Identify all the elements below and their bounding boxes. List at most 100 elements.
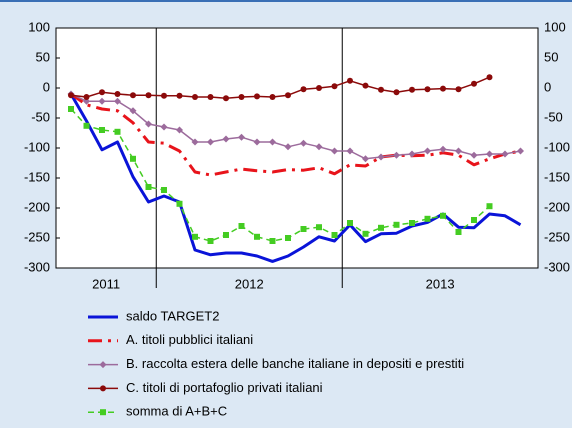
point bbox=[331, 83, 338, 90]
point bbox=[238, 223, 245, 229]
y2-tick-label: 0 bbox=[544, 79, 551, 94]
y-tick-label: -150 bbox=[24, 169, 50, 184]
legend-marker bbox=[99, 361, 107, 369]
y-tick-label: -50 bbox=[31, 109, 50, 124]
point bbox=[424, 86, 431, 93]
point bbox=[315, 143, 323, 151]
point bbox=[176, 126, 183, 134]
point bbox=[378, 86, 384, 93]
point bbox=[130, 92, 136, 99]
y2-tick-label: 100 bbox=[544, 19, 566, 34]
point bbox=[192, 94, 198, 100]
y2-tick-label: -150 bbox=[544, 169, 570, 184]
point bbox=[347, 77, 353, 84]
point bbox=[269, 138, 276, 146]
point bbox=[409, 220, 415, 226]
point bbox=[300, 226, 307, 232]
point bbox=[269, 238, 276, 244]
point bbox=[254, 233, 260, 240]
point bbox=[145, 184, 152, 190]
point bbox=[300, 139, 307, 147]
point bbox=[222, 135, 230, 143]
y-tick-label: -100 bbox=[24, 139, 50, 154]
point bbox=[83, 94, 90, 100]
point bbox=[285, 235, 291, 241]
point bbox=[455, 86, 462, 93]
y-tick-label: -300 bbox=[24, 259, 50, 274]
point bbox=[99, 89, 105, 96]
point bbox=[98, 97, 106, 105]
point bbox=[362, 155, 369, 163]
point bbox=[207, 238, 214, 244]
point bbox=[161, 187, 167, 193]
point bbox=[440, 85, 446, 92]
point bbox=[347, 220, 353, 226]
point bbox=[254, 93, 260, 100]
y-tick-label: -250 bbox=[24, 229, 50, 244]
legend-label: B. raccolta estera delle banche italiane… bbox=[126, 356, 464, 371]
point bbox=[409, 86, 415, 93]
point bbox=[300, 86, 307, 93]
point bbox=[378, 224, 384, 231]
point bbox=[440, 212, 446, 219]
y2-tick-label: -50 bbox=[544, 109, 563, 124]
point bbox=[471, 80, 477, 87]
point bbox=[331, 232, 338, 238]
point bbox=[114, 97, 121, 105]
point bbox=[145, 92, 152, 99]
legend-label: C. titoli di portafoglio privati italian… bbox=[126, 380, 323, 395]
y-tick-label: 100 bbox=[28, 19, 50, 34]
point bbox=[439, 145, 447, 153]
point bbox=[83, 97, 90, 105]
legend-label: somma di A+B+C bbox=[126, 404, 227, 419]
point bbox=[253, 138, 261, 146]
legend-marker bbox=[100, 409, 106, 416]
point bbox=[471, 217, 477, 223]
x-band-label: 2011 bbox=[92, 276, 120, 291]
point bbox=[207, 94, 214, 100]
point bbox=[362, 230, 369, 237]
point bbox=[238, 94, 245, 100]
point bbox=[176, 92, 183, 99]
point bbox=[455, 229, 462, 235]
point bbox=[316, 224, 322, 231]
point bbox=[393, 221, 400, 228]
point bbox=[160, 123, 168, 131]
point bbox=[285, 92, 291, 99]
point bbox=[129, 107, 137, 115]
y2-tick-label: -200 bbox=[544, 199, 570, 214]
legend-label: saldo TARGET2 bbox=[126, 308, 219, 323]
point bbox=[284, 143, 292, 151]
point bbox=[238, 133, 245, 141]
point bbox=[68, 92, 74, 99]
point bbox=[191, 138, 199, 146]
point bbox=[470, 151, 478, 159]
y-tick-label: -200 bbox=[24, 199, 50, 214]
legend-label: A. titoli pubblici italiani bbox=[126, 332, 253, 347]
point bbox=[362, 82, 369, 89]
y2-tick-label: -250 bbox=[544, 229, 570, 244]
legend-marker bbox=[100, 385, 106, 392]
point bbox=[114, 128, 121, 135]
point bbox=[424, 147, 431, 155]
point bbox=[223, 232, 229, 238]
point bbox=[223, 95, 229, 102]
point bbox=[486, 203, 493, 210]
point bbox=[68, 106, 74, 112]
point bbox=[130, 155, 136, 162]
y2-tick-label: -100 bbox=[544, 139, 570, 154]
point bbox=[331, 147, 338, 155]
point bbox=[192, 233, 198, 240]
series-line bbox=[70, 76, 490, 99]
point bbox=[424, 215, 431, 222]
y2-tick-label: -300 bbox=[544, 259, 570, 274]
point bbox=[316, 85, 322, 91]
point bbox=[269, 94, 276, 100]
point bbox=[145, 120, 152, 128]
point bbox=[161, 92, 167, 99]
point bbox=[114, 91, 121, 97]
point bbox=[207, 138, 214, 146]
y-tick-label: 50 bbox=[36, 49, 50, 64]
point bbox=[99, 127, 105, 133]
